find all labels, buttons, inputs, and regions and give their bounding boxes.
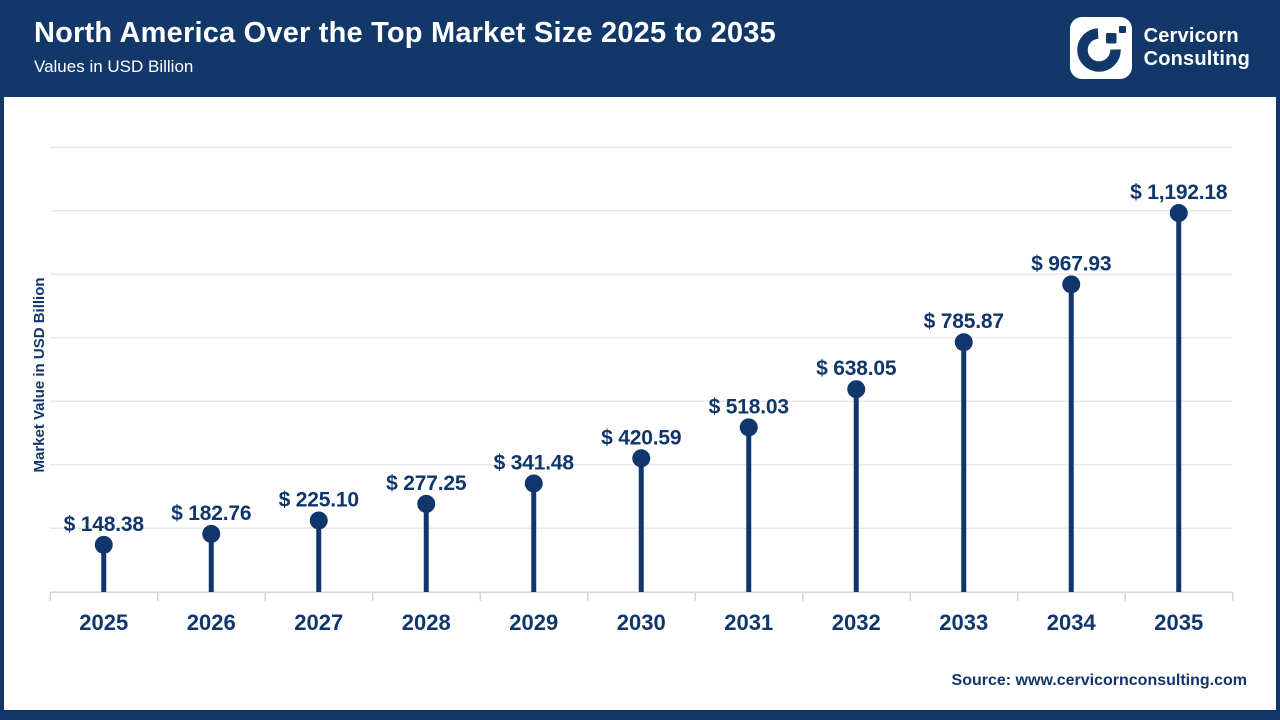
x-tick-label: 2031 [724,610,773,635]
x-tick-label: 2032 [832,610,881,635]
value-label: $ 148.38 [64,513,145,536]
lollipop-chart: $ 148.38 2025 $ 182.76 2026 $ 225.10 2027 $ 27… [31,146,1234,635]
data-point [417,494,436,513]
x-tick-label: 2027 [294,610,343,635]
cervicorn-logo-text: Cervicorn Consulting [1144,25,1250,71]
data-point [1169,204,1188,223]
value-label: $ 341.48 [494,451,575,474]
page-subtitle: Values in USD Billion [34,56,194,76]
value-label: $ 967.93 [1031,252,1111,275]
header: North America Over the Top Market Size 2… [4,0,1276,97]
value-label: $ 277.25 [386,472,467,495]
y-axis-title: Market Value in USD Billion [31,277,48,472]
data-point [739,418,758,437]
x-tick-label: 2035 [1154,610,1203,635]
data-point [524,474,543,493]
value-label: $ 225.10 [279,488,359,511]
x-tick-label: 2030 [617,610,666,635]
cervicorn-logo-icon [1069,17,1132,79]
x-tick-label: 2033 [939,610,988,635]
value-label: $ 785.87 [924,310,1004,333]
value-label: $ 638.05 [816,357,897,380]
value-label: $ 420.59 [601,426,681,449]
x-tick-label: 2026 [187,610,236,635]
data-point [94,535,113,554]
x-tick-label: 2029 [509,610,558,635]
value-label: $ 182.76 [171,502,251,525]
value-label: $ 518.03 [709,395,789,418]
chart-area: $ 148.38 2025 $ 182.76 2026 $ 225.10 2027 $ 27… [4,97,1276,660]
cervicorn-logo: Cervicorn Consulting [1069,17,1250,79]
data-point [309,511,328,530]
x-tick-label: 2034 [1047,610,1097,635]
x-tick-label: 2028 [402,610,451,635]
logo-word-2: Consulting [1143,48,1250,70]
data-point [1062,275,1081,294]
logo-word-1: Cervicorn [1143,25,1239,48]
data-point [954,333,973,352]
data-point [202,524,221,543]
data-point [847,380,866,399]
value-label: $ 1,192.18 [1130,181,1228,204]
source-text: Source: www.cervicornconsulting.com [951,672,1247,689]
data-point [632,449,651,468]
page-title: North America Over the Top Market Size 2… [34,17,776,49]
x-tick-label: 2025 [79,610,128,635]
bottom-bar [4,710,1276,720]
